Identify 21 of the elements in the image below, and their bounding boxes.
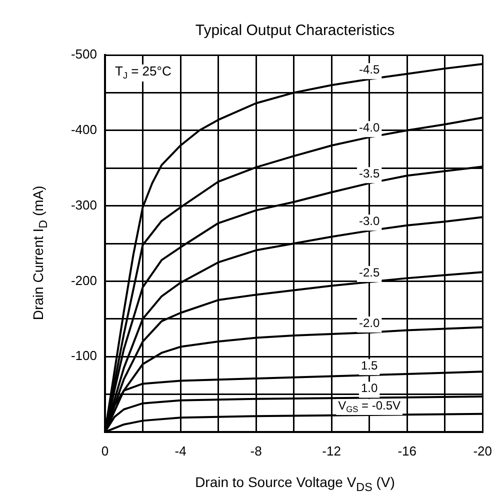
series-label: -4.0 — [358, 120, 380, 134]
x-tick-label: -12 — [322, 443, 341, 458]
series-label: -2.0 — [358, 316, 380, 330]
x-tick-label: -8 — [250, 443, 262, 458]
y-tick-label: -500 — [70, 46, 97, 62]
x-tick-label: -20 — [473, 443, 492, 458]
series-label: -3.5 — [358, 166, 380, 180]
x-tick-label: -16 — [398, 443, 416, 458]
series-label: -4.5 — [358, 62, 380, 76]
x-tick-label: -4 — [174, 443, 186, 458]
x-tick-label: 0 — [101, 443, 109, 458]
y-tick-label: -200 — [70, 272, 97, 288]
x-axis-title: Drain to Source Voltage V$_{DS}$ (V) — [194, 474, 396, 494]
y-tick-label: -300 — [70, 197, 97, 212]
chart-title: Typical Output Characteristics — [194, 22, 396, 39]
series-label: 1.0 — [360, 381, 378, 396]
series-label: 1.5 — [360, 358, 378, 372]
y-tick-label: -100 — [70, 348, 97, 364]
y-tick-label: -400 — [70, 122, 97, 137]
series-label: -3.0 — [358, 214, 380, 228]
series-label: -2.5 — [358, 265, 380, 280]
